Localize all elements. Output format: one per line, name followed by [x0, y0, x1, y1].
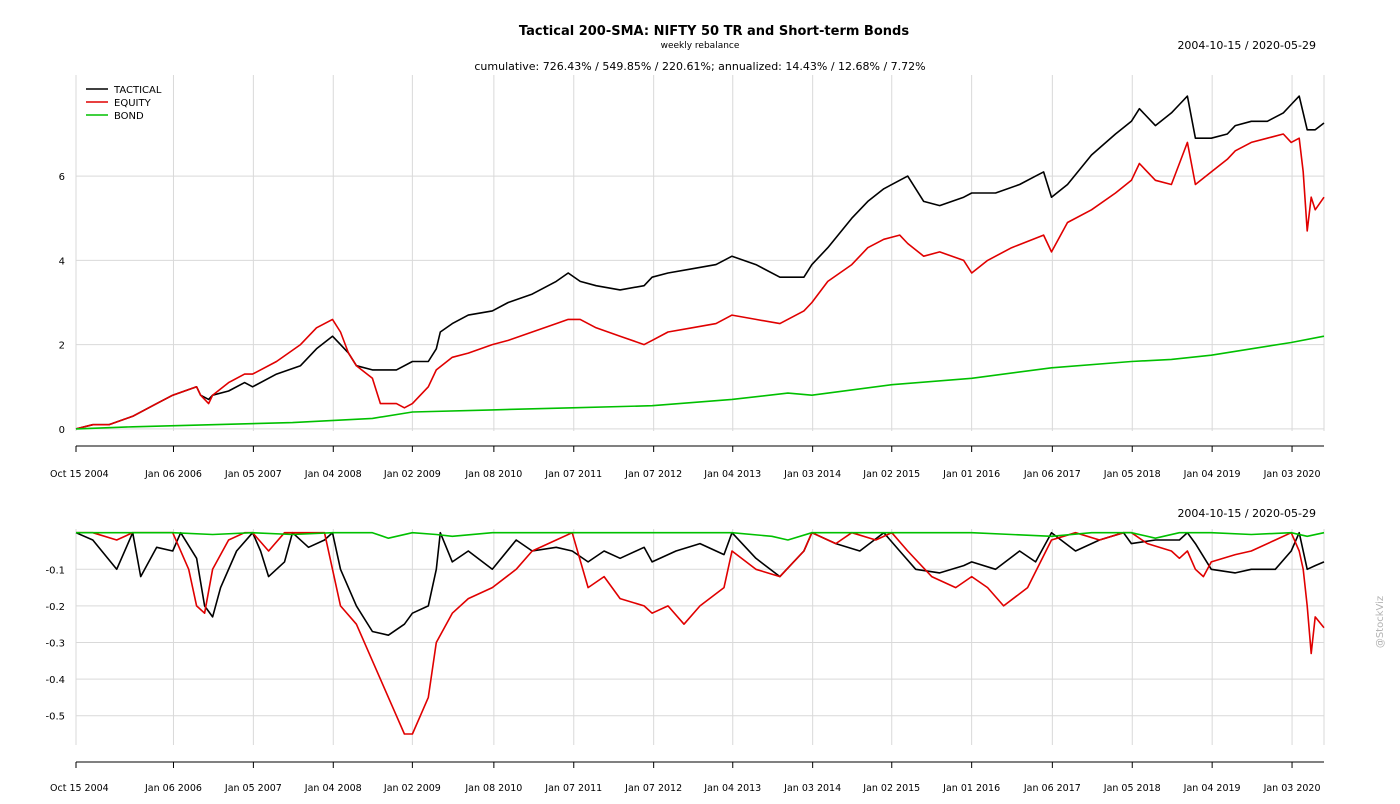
- drawdown-x-tick-label: Jan 05 2007: [224, 783, 282, 794]
- drawdown-x-tick-label: Jan 08 2010: [464, 783, 522, 794]
- drawdown-x-tick-label: Jan 07 2012: [624, 783, 682, 794]
- stats-line: cumulative: 726.43% / 549.85% / 220.61%;…: [474, 60, 925, 73]
- drawdown-series-equity: [76, 531, 1325, 735]
- drawdown-x-tick-label: Jan 03 2020: [1263, 783, 1321, 794]
- drawdown-x-tick-label: Jan 07 2011: [544, 783, 602, 794]
- drawdown-x-tick-label: Jan 02 2015: [862, 783, 920, 794]
- cumulative-x-tick-label: Jan 03 2014: [783, 469, 841, 480]
- cumulative-x-tick-label: Oct 15 2004: [50, 469, 109, 480]
- cumulative-x-tick-label: Jan 06 2006: [144, 469, 202, 480]
- watermark: @StockViz: [1375, 596, 1386, 648]
- cumulative-y-tick-label: 4: [59, 256, 65, 267]
- bottom-date-range: 2004-10-15 / 2020-05-29: [1177, 507, 1316, 520]
- drawdown-x-tick-label: Jan 06 2006: [144, 783, 202, 794]
- drawdown-x-tick-label: Jan 04 2013: [703, 783, 761, 794]
- cumulative-x-tick-label: Jan 02 2015: [862, 469, 920, 480]
- drawdown-series-tactical: [75, 531, 1325, 636]
- drawdown-x-tick-label: Oct 15 2004: [50, 783, 109, 794]
- cumulative-series-equity: [75, 133, 1325, 430]
- cumulative-x-tick-label: Jan 07 2011: [544, 469, 602, 480]
- cumulative-x-tick-label: Jan 02 2009: [383, 469, 441, 480]
- drawdown-panel: -0.1 -0.2 -0.3 -0.4 -0.5 Oct 15 2004 Jan 06 20…: [45, 529, 1325, 794]
- legend-label-bond: BOND: [114, 111, 144, 122]
- legend-item-equity: EQUITY: [86, 98, 152, 109]
- drawdown-x-tick-label: Jan 04 2008: [304, 783, 362, 794]
- cumulative-x-tick-label: Jan 05 2018: [1103, 469, 1161, 480]
- cumulative-x-tick-label: Jan 07 2012: [624, 469, 682, 480]
- drawdown-x-tick-label: Jan 03 2014: [783, 783, 841, 794]
- cumulative-y-tick-label: 2: [59, 341, 65, 352]
- legend-label-equity: EQUITY: [114, 98, 152, 109]
- cumulative-y-tick-label: 0: [59, 425, 65, 436]
- cumulative-y-tick-label: 6: [59, 172, 65, 183]
- drawdown-x-tick-label: Jan 06 2017: [1023, 783, 1081, 794]
- drawdown-x-tick-label: Jan 04 2019: [1183, 783, 1241, 794]
- drawdown-series-bond: [76, 531, 1325, 541]
- drawdown-x-tick-label: Jan 05 2018: [1103, 783, 1161, 794]
- legend: TACTICAL EQUITY BOND: [86, 85, 162, 122]
- cumulative-x-tick-label: Jan 06 2017: [1023, 469, 1081, 480]
- top-date-range: 2004-10-15 / 2020-05-29: [1177, 39, 1316, 52]
- drawdown-y-tick-label: -0.4: [45, 675, 65, 686]
- cumulative-x-tick-label: Jan 05 2007: [224, 469, 282, 480]
- cumulative-series-tactical: [75, 95, 1325, 430]
- cumulative-x-tick-label: Jan 04 2019: [1183, 469, 1241, 480]
- chart-subtitle: weekly rebalance: [661, 41, 740, 51]
- legend-item-bond: BOND: [86, 111, 144, 122]
- legend-label-tactical: TACTICAL: [113, 85, 162, 96]
- drawdown-y-tick-label: -0.2: [45, 602, 65, 613]
- drawdown-x-tick-label: Jan 02 2009: [383, 783, 441, 794]
- chart-title: Tactical 200-SMA: NIFTY 50 TR and Short-…: [519, 24, 909, 39]
- drawdown-y-tick-label: -0.3: [45, 638, 65, 649]
- cumulative-x-tick-label: Jan 08 2010: [464, 469, 522, 480]
- cumulative-x-tick-label: Jan 04 2008: [304, 469, 362, 480]
- drawdown-x-tick-label: Jan 01 2016: [942, 783, 1000, 794]
- drawdown-y-tick-label: -0.5: [45, 712, 65, 723]
- legend-item-tactical: TACTICAL: [86, 85, 162, 96]
- drawdown-y-tick-label: -0.1: [45, 565, 65, 576]
- cumulative-x-tick-label: Jan 01 2016: [942, 469, 1000, 480]
- cumulative-x-tick-label: Jan 04 2013: [703, 469, 761, 480]
- cumulative-x-tick-label: Jan 03 2020: [1263, 469, 1321, 480]
- cumulative-return-panel: 0 2 4 6 Oct 15 2004 Jan 06 2006 Jan 05 2007 Jan…: [50, 75, 1325, 480]
- cumulative-series-bond: [75, 335, 1325, 430]
